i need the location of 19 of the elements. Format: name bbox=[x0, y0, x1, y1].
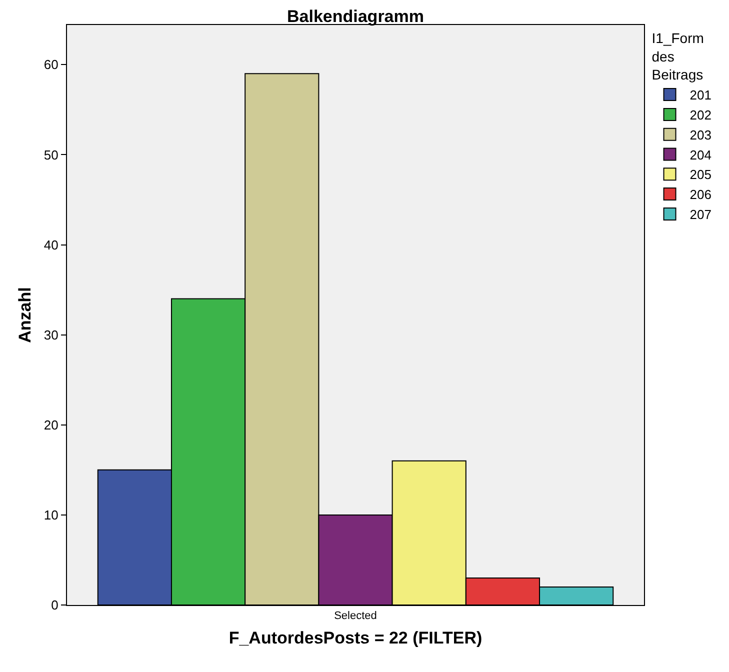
y-tick-label: 10 bbox=[44, 507, 58, 522]
legend-label: 203 bbox=[690, 127, 712, 142]
y-tick-label: 20 bbox=[44, 417, 58, 432]
x-axis-title: F_AutordesPosts = 22 (FILTER) bbox=[228, 628, 482, 648]
y-tick-label: 40 bbox=[44, 237, 58, 252]
chart-title: Balkendiagramm bbox=[287, 6, 424, 26]
y-axis-title: Anzahl bbox=[15, 287, 34, 343]
y-tick-label: 0 bbox=[51, 598, 58, 613]
legend-label: 206 bbox=[690, 187, 712, 202]
legend-title: I1_Form des Beitrags bbox=[652, 30, 704, 83]
legend-label: 202 bbox=[690, 108, 712, 123]
legend-label: 201 bbox=[690, 88, 712, 103]
y-tick-label: 60 bbox=[44, 57, 58, 72]
legend-label: 205 bbox=[690, 167, 712, 182]
y-tick-label: 50 bbox=[44, 147, 58, 162]
legend-label: 204 bbox=[690, 147, 712, 162]
x-tick-label: Selected bbox=[334, 610, 377, 622]
y-tick-label: 30 bbox=[44, 327, 58, 342]
legend-label: 207 bbox=[690, 207, 712, 222]
